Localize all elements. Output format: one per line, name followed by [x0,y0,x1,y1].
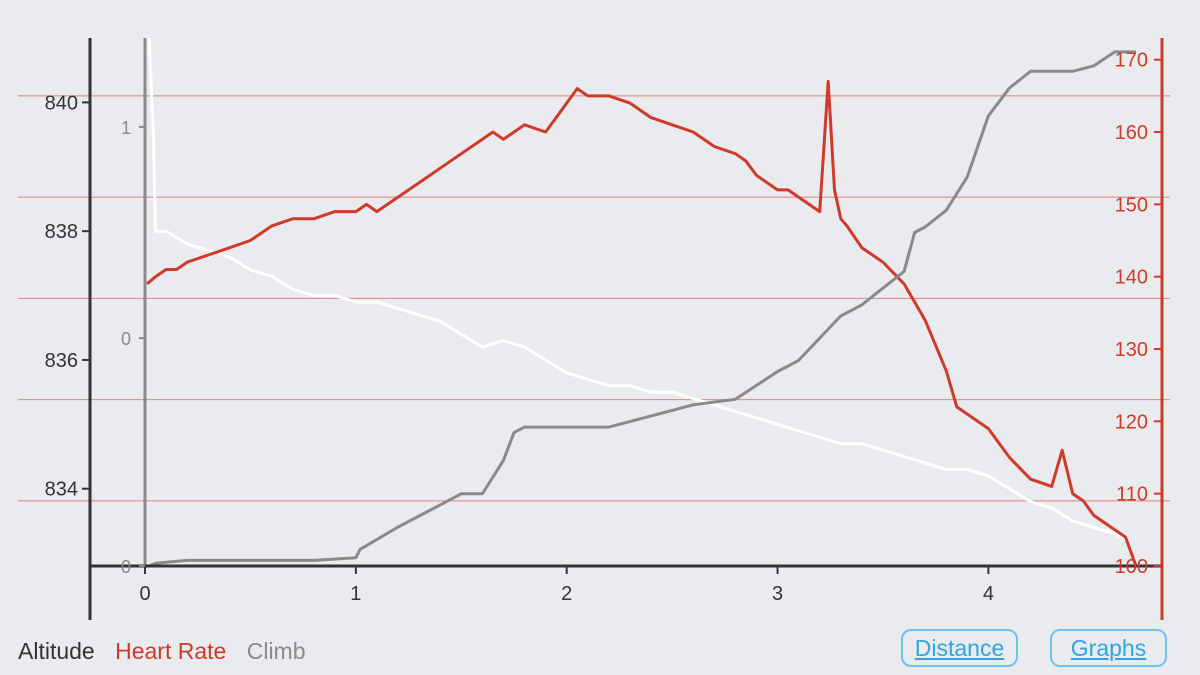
tick-labels: 0 1 2 3 483483683884010011012013014015016017… [45,50,1162,605]
hr-tick-label: 110 [1116,484,1148,506]
hr-tick-label: 140 [1115,267,1148,289]
hr-tick-label: 120 [1115,411,1148,433]
legend-climb: Climb [246,638,306,664]
x-tick-label: 3 [772,583,783,605]
climb-tick-label: 1 [121,118,131,138]
hr-tick-label: 100 [1115,556,1148,578]
axes [88,38,1164,620]
hr-tick-label: 130 [1115,339,1148,361]
series-line-altitude [147,37,1131,542]
distance-button[interactable]: Distance [901,629,1018,667]
altitude-tick-label: 840 [45,92,78,114]
climb-tick-label: 0 [121,329,131,349]
series-line-heart-rate [146,79,1138,567]
x-tick-label: 2 [561,583,572,605]
gridlines [18,95,1170,502]
climb-tick-label: 0 [121,557,131,577]
chart-area: 0 1 2 3 483483683884010011012013014015016017… [18,37,1170,620]
hr-tick-label: 150 [1115,194,1148,216]
legend-heart-rate: Heart Rate [115,638,227,664]
x-tick-label: 0 [139,583,150,605]
altitude-tick-label: 838 [45,221,78,243]
hr-tick-label: 170 [1115,50,1148,72]
legend: Altitude Heart Rate Climb [18,638,320,665]
series-lines [146,37,1138,568]
series-line-climb [147,50,1136,568]
graphs-button[interactable]: Graphs [1050,629,1167,667]
x-tick-label: 1 [350,583,361,605]
altitude-tick-label: 834 [45,479,78,501]
legend-altitude: Altitude [18,638,95,664]
hr-tick-label: 160 [1115,122,1148,144]
altitude-tick-label: 836 [45,350,78,372]
x-tick-label: 4 [983,583,994,605]
